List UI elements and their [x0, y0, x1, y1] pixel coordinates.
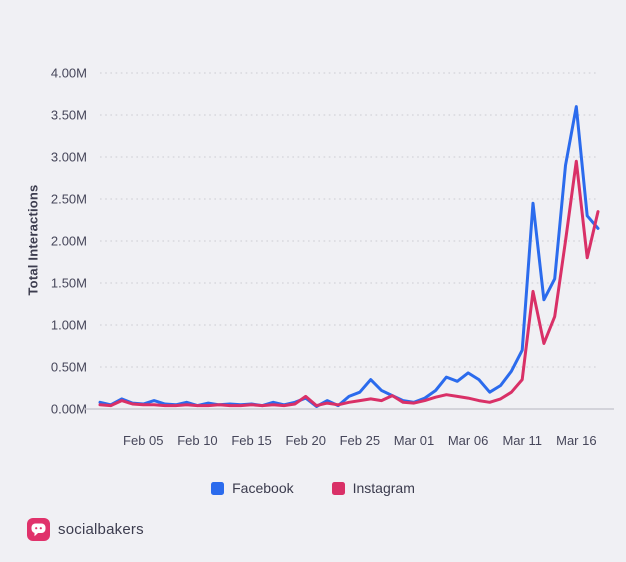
y-tick-label: 3.50M	[51, 108, 87, 123]
y-tick-label: 2.00M	[51, 234, 87, 249]
x-tick-label: Mar 01	[394, 433, 434, 448]
legend-swatch-facebook	[211, 481, 225, 495]
x-tick-label: Mar 11	[502, 433, 542, 448]
x-tick-label: Feb 05	[123, 433, 163, 448]
y-tick-label: 0.50M	[51, 360, 87, 375]
series-line-facebook	[98, 105, 600, 408]
legend-label: Facebook	[232, 480, 294, 496]
x-tick-label: Feb 25	[340, 433, 380, 448]
socialbakers-logo-icon	[27, 518, 50, 541]
legend-label: Instagram	[352, 480, 415, 496]
y-tick-label: 4.00M	[51, 66, 87, 81]
line-chart: 0.00M 0.50M 1.00M 1.50M 2.00M 2.50M 3.00M 3.50M…	[51, 66, 614, 448]
x-tick-label: Feb 20	[285, 433, 325, 448]
series-line-instagram	[98, 159, 600, 408]
brand: socialbakers	[27, 518, 144, 541]
legend-swatch-instagram	[331, 481, 345, 495]
brand-name: socialbakers	[58, 521, 144, 538]
y-tick-label: 0.00M	[51, 402, 87, 417]
x-tick-label: Feb 10	[177, 433, 217, 448]
legend-item-facebook[interactable]: Facebook	[211, 480, 294, 496]
y-tick-label: 2.50M	[51, 192, 87, 207]
y-tick-label: 1.00M	[51, 318, 87, 333]
legend: Facebook Instagram	[0, 480, 626, 496]
x-tick-label: Mar 06	[448, 433, 488, 448]
x-tick-label: Mar 16	[556, 433, 596, 448]
x-tick-label: Feb 15	[231, 433, 271, 448]
y-tick-label: 3.00M	[51, 150, 87, 165]
legend-item-instagram[interactable]: Instagram	[331, 480, 415, 496]
y-tick-label: 1.50M	[51, 276, 87, 291]
